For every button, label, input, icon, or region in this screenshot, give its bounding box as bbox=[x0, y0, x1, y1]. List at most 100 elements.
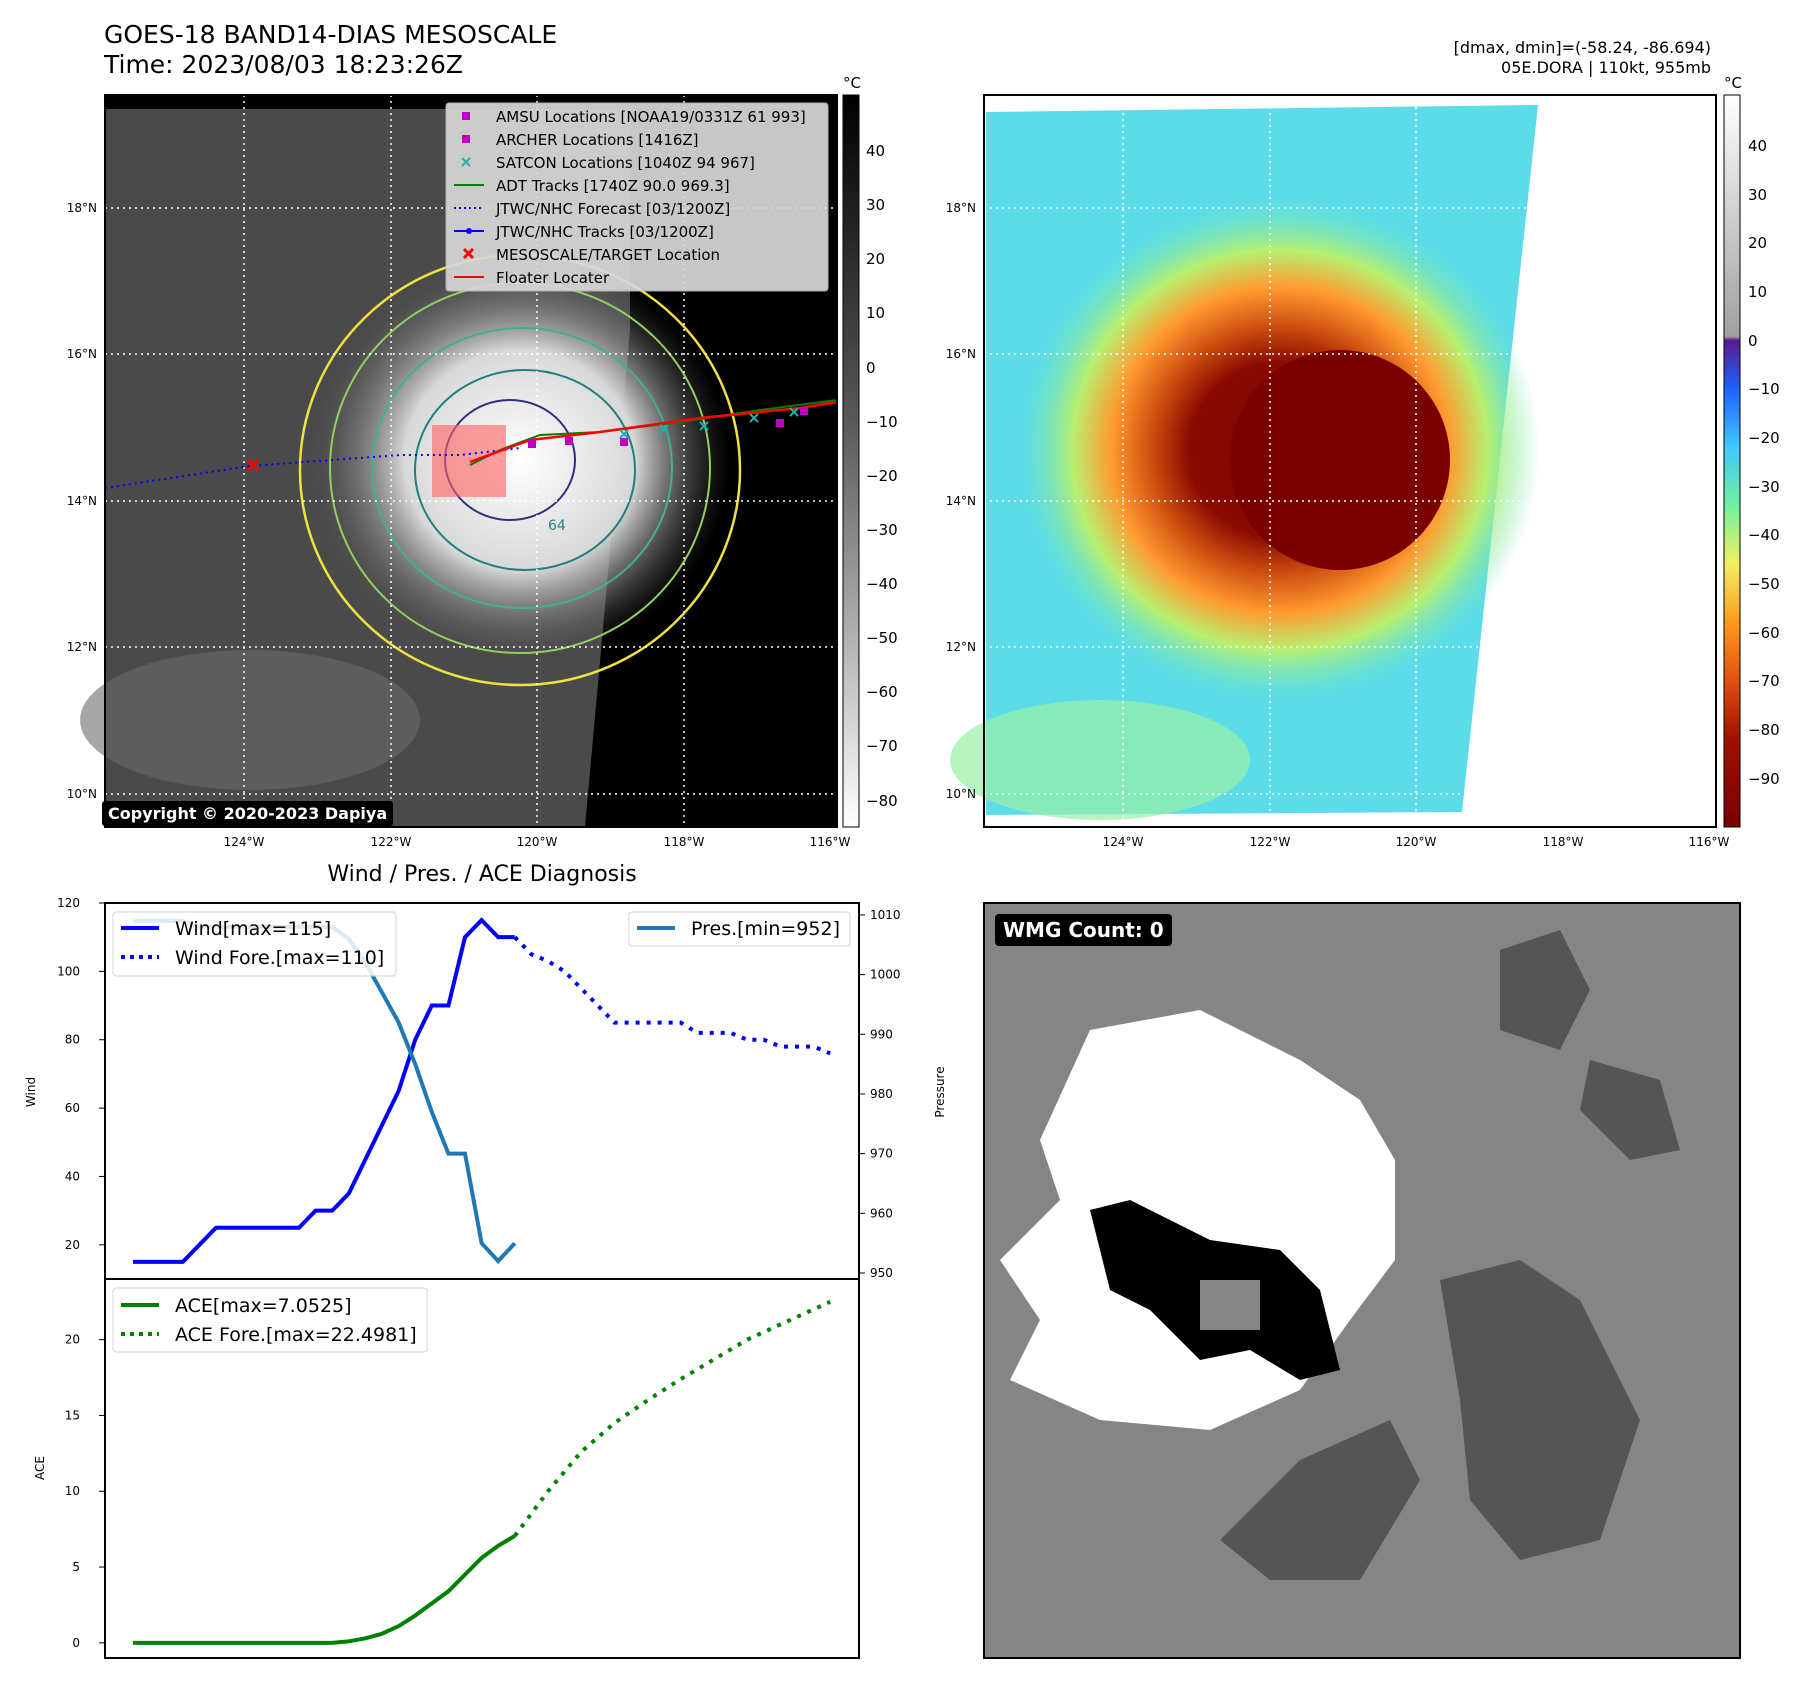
wind-axis-label: Wind bbox=[24, 1077, 38, 1107]
legend-forecast: JTWC/NHC Forecast [03/1200Z] bbox=[495, 200, 730, 218]
wmg-frame bbox=[983, 902, 1741, 1659]
enhanced-colorbar bbox=[1723, 94, 1741, 828]
wind-tick-label: 80 bbox=[65, 1033, 80, 1047]
mesoscale-target-box bbox=[432, 425, 506, 497]
pressure-axis-label: Pressure bbox=[933, 1066, 947, 1117]
colorbar-tick: −70 bbox=[866, 737, 898, 755]
wind-tick-label: 20 bbox=[65, 1238, 80, 1252]
colorbar-tick: −60 bbox=[866, 683, 898, 701]
colorbar-tick: 30 bbox=[866, 196, 885, 214]
pressure-tick-label: 950 bbox=[870, 1266, 893, 1280]
target-location-marker bbox=[246, 458, 260, 472]
ace-tick-label: 0 bbox=[72, 1636, 80, 1650]
colorbar-tick: 40 bbox=[866, 142, 885, 160]
colorbar-tick: 40 bbox=[1748, 137, 1767, 155]
lat-label: 18°N bbox=[67, 201, 97, 215]
colorbar-tick: −40 bbox=[1748, 526, 1780, 544]
lon-label: 118°W bbox=[1543, 835, 1584, 849]
legend-archer-marker bbox=[462, 135, 470, 143]
satcon-markers bbox=[619, 407, 799, 439]
colorbar-tick: −50 bbox=[1748, 575, 1780, 593]
legend-satcon-marker bbox=[461, 157, 471, 167]
colorbar-tick: −30 bbox=[866, 521, 898, 539]
colorbar-tick: −90 bbox=[1748, 770, 1780, 788]
lon-label: 124°W bbox=[1103, 835, 1144, 849]
enhanced-eye-region bbox=[1230, 350, 1450, 570]
legend-amsu-marker bbox=[462, 112, 470, 120]
enhanced-map-panel: 18°N 16°N 14°N 12°N 10°N 124°W 122°W 120… bbox=[946, 74, 1780, 849]
colorbar-tick: −30 bbox=[1748, 478, 1780, 496]
contour-label: 64 bbox=[548, 518, 566, 534]
copyright-badge: Copyright © 2020-2023 Dapiya bbox=[102, 801, 394, 826]
title-line-2: Time: 2023/08/03 18:23:26Z bbox=[104, 50, 463, 79]
gray-colorbar bbox=[842, 94, 860, 828]
colorbar-tick: 30 bbox=[1748, 186, 1767, 204]
colorbar-tick: 20 bbox=[866, 250, 885, 268]
contour-teal bbox=[371, 327, 673, 609]
ace-legend: ACE[max=7.0525] ACE Fore.[max=22.4981] bbox=[112, 1287, 428, 1353]
ir-map-lon-labels: 124°W 122°W 120°W 118°W 116°W bbox=[224, 835, 851, 849]
amsu-archer-markers bbox=[528, 407, 808, 448]
ace-axis-label: ACE bbox=[33, 1456, 47, 1480]
pressure-tick-label: 980 bbox=[870, 1087, 893, 1101]
contour-darkteal bbox=[414, 369, 636, 571]
pressure-tick-label: 1010 bbox=[870, 908, 901, 922]
ace-series-line-1 bbox=[513, 1299, 832, 1538]
lon-label: 118°W bbox=[664, 835, 705, 849]
gray-colorbar-unit: °C bbox=[843, 74, 861, 92]
lat-label: 18°N bbox=[946, 201, 976, 215]
pressure-tick-label: 960 bbox=[870, 1206, 893, 1220]
lon-label: 116°W bbox=[1689, 835, 1730, 849]
colorbar-tick: −50 bbox=[866, 629, 898, 647]
lat-label: 10°N bbox=[67, 787, 97, 801]
lon-label: 116°W bbox=[810, 835, 851, 849]
colorbar-tick: 10 bbox=[866, 304, 885, 322]
legend-pressure: Pres.[min=952] bbox=[691, 918, 840, 940]
wind-legend: Wind[max=115] Wind Fore.[max=110] bbox=[112, 911, 397, 977]
enhanced-map-frame bbox=[983, 94, 1717, 828]
lat-label: 14°N bbox=[946, 494, 976, 508]
dmax-dmin-text: [dmax, dmin]=(-58.24, -86.694) bbox=[1453, 38, 1711, 57]
wmg-gray-patch bbox=[1200, 1280, 1260, 1330]
lat-label: 16°N bbox=[67, 347, 97, 361]
legend-amsu: AMSU Locations [NOAA19/0331Z 61 993] bbox=[496, 108, 806, 126]
pressure-legend: Pres.[min=952] bbox=[628, 911, 851, 947]
ir-map-panel: 64 AMSU Locations [NO bbox=[67, 74, 898, 849]
enhanced-colorbar-ticks: 40 30 20 10 0 −10 −20 −30 −40 −50 −60 −7… bbox=[1748, 137, 1780, 788]
colorbar-tick: −80 bbox=[866, 792, 898, 810]
pressure-tick-label: 1000 bbox=[870, 968, 901, 982]
legend-adt: ADT Tracks [1740Z 90.0 969.3] bbox=[496, 177, 730, 195]
enhanced-cloud-south bbox=[950, 700, 1250, 820]
wind-tick-label: 100 bbox=[57, 964, 80, 978]
enhanced-lon-labels: 124°W 122°W 120°W 118°W 116°W bbox=[1103, 835, 1730, 849]
enhanced-colorbar-unit: °C bbox=[1724, 74, 1742, 92]
lon-label: 122°W bbox=[1250, 835, 1291, 849]
wind-tick-label: 60 bbox=[65, 1101, 80, 1115]
series-line-0 bbox=[133, 917, 515, 1264]
ir-map-lat-labels: 18°N 16°N 14°N 12°N 10°N bbox=[67, 201, 97, 801]
colorbar-tick: −20 bbox=[1748, 429, 1780, 447]
legend-wind-fore: Wind Fore.[max=110] bbox=[175, 947, 384, 969]
wind-tick-label: 120 bbox=[57, 896, 80, 910]
map-legend: AMSU Locations [NOAA19/0331Z 61 993] ARC… bbox=[445, 102, 829, 292]
forecast-track bbox=[104, 447, 521, 489]
colorbar-tick: 0 bbox=[1748, 332, 1758, 350]
colorbar-tick: −10 bbox=[1748, 380, 1780, 398]
wmg-panel bbox=[983, 902, 1741, 1659]
ace-tick-label: 20 bbox=[65, 1333, 80, 1347]
colorbar-tick: −60 bbox=[1748, 624, 1780, 642]
storm-summary-text: 05E.DORA | 110kt, 955mb bbox=[1501, 58, 1711, 77]
diagnosis-title: Wind / Pres. / ACE Diagnosis bbox=[327, 862, 636, 887]
ace-tick-label: 15 bbox=[65, 1408, 80, 1422]
colorbar-tick: 10 bbox=[1748, 283, 1767, 301]
colorbar-tick: −70 bbox=[1748, 672, 1780, 690]
pressure-tick-label: 970 bbox=[870, 1147, 893, 1161]
legend-archer: ARCHER Locations [1416Z] bbox=[496, 131, 699, 149]
colorbar-tick: −80 bbox=[1748, 721, 1780, 739]
ace-series-line-0 bbox=[133, 1534, 516, 1645]
colorbar-tick: 20 bbox=[1748, 234, 1767, 252]
ace-tick-label: 5 bbox=[72, 1560, 80, 1574]
lat-label: 14°N bbox=[67, 494, 97, 508]
series-line-1 bbox=[513, 935, 831, 1056]
lat-label: 12°N bbox=[67, 640, 97, 654]
